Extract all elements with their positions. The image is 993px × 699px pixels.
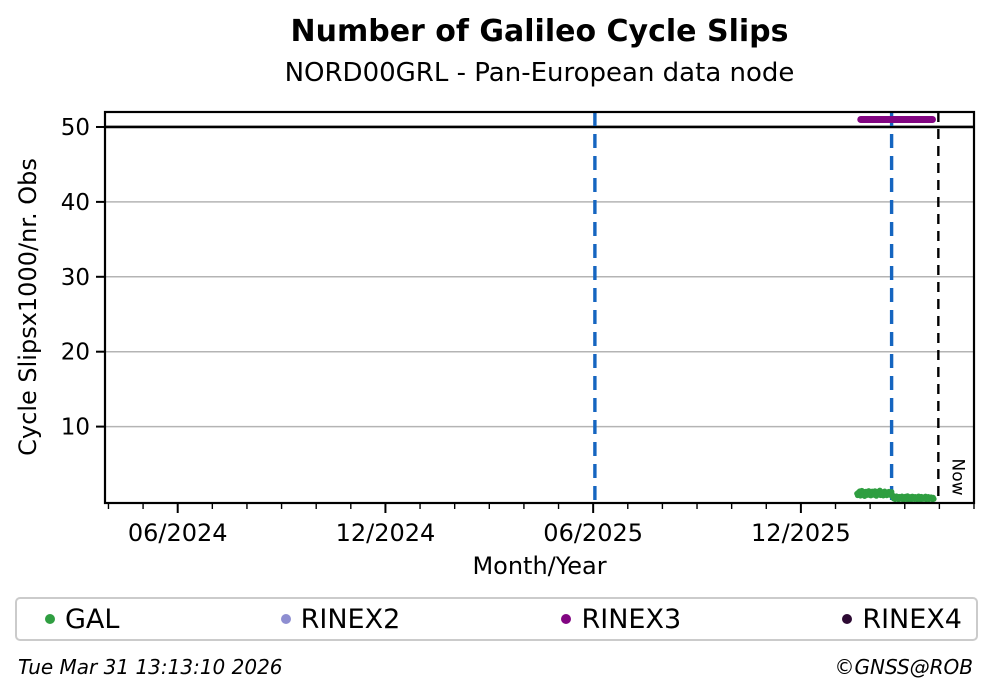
x-tick-label: 12/2024 [336,519,436,547]
legend-label: GAL [65,603,120,635]
y-tick-label: 10 [61,415,90,441]
rinex2-marker-icon [280,614,291,624]
gal-marker-icon [45,614,55,624]
y-tick-label: 30 [61,265,90,291]
cycle-slips-chart: 10 20 30 40 50 06/2024 12/2024 06/2025 12/2025 No… [61,110,976,547]
x-tick-label: 06/2024 [128,519,228,547]
legend-item-rinex4: RINEX4 [842,604,962,635]
legend-label: RINEX3 [581,603,682,635]
y-tick-label: 20 [61,340,90,366]
legend-item-rinex3: RINEX3 [561,604,681,635]
legend-label: RINEX2 [300,603,401,635]
credit-text: ©GNSS@ROB [834,655,974,679]
chart-title: Number of Galileo Cycle Slips [290,14,789,49]
plot-frame [103,110,976,505]
legend-item-gal: GAL [45,604,119,635]
rinex4-marker-icon [842,614,853,624]
legend-item-rinex2: RINEX2 [280,603,401,635]
rinex3-marker-icon [561,614,572,624]
y-tick-label: 40 [61,190,90,216]
legend-label: RINEX4 [862,603,962,635]
now-label: Now [947,458,967,495]
chart-subtitle: NORD00GRL - Pan-European data node [284,58,795,88]
x-axis-label: Month/Year [472,552,607,580]
legend: GAL RINEX2 RINEX3 RINEX4 [15,597,978,641]
x-tick-label: 06/2025 [543,519,643,547]
timestamp-text: Tue Mar 31 13:13:10 2026 [18,655,283,679]
x-tick-label: 12/2025 [751,519,851,547]
y-axis-label: Cycle Slipsx1000/nr. Obs [14,158,42,456]
series-point-GAL [931,496,937,502]
y-tick-label: 50 [61,115,90,141]
